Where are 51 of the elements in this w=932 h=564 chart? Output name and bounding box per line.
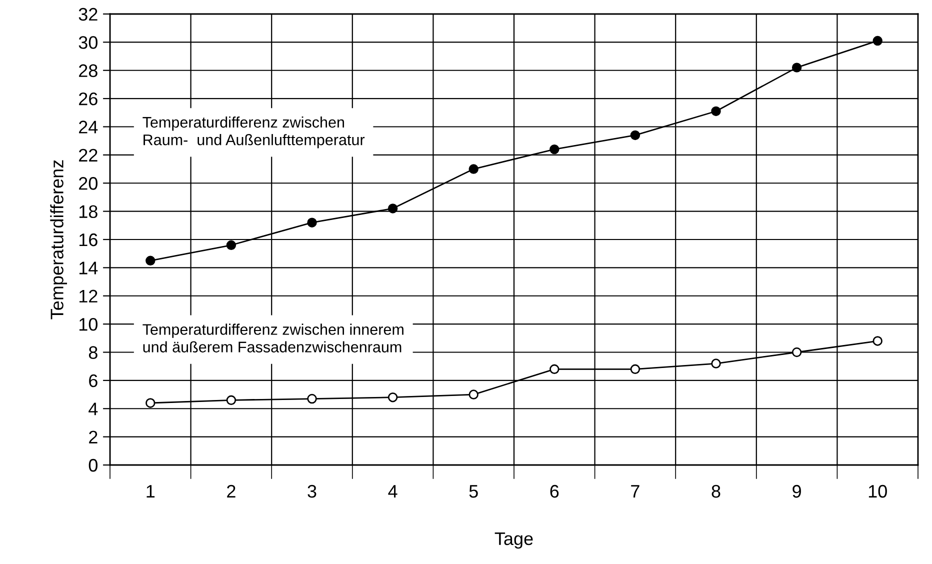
x-tick-label: 9 (792, 484, 801, 498)
x-tick-label: 7 (631, 485, 640, 498)
y-tick-label: 18 (79, 205, 98, 218)
y-tick-label: 16 (79, 233, 98, 246)
annotation: Temperaturdifferenz zwischen Raum- und Außenlufttemperatur (142, 116, 365, 148)
point (792, 62, 802, 72)
point (388, 204, 398, 214)
x-tick-label: 3 (308, 484, 316, 498)
y-tick-label: 30 (78, 36, 98, 49)
y-tick-label: 2 (89, 430, 98, 444)
y-tick-label: 0 (88, 458, 98, 472)
y-tick-label: 20 (79, 177, 98, 190)
point (630, 364, 640, 374)
point (711, 106, 721, 116)
y-tick-label: 6 (89, 374, 98, 388)
point (468, 390, 478, 400)
y-tick-label: 32 (78, 8, 98, 21)
point (468, 164, 478, 174)
y-axis-title: Temperaturdifferenz (50, 160, 67, 320)
y-tick-label: 4 (88, 402, 98, 416)
x-tick-label: 1 (146, 485, 155, 498)
point (550, 364, 560, 374)
point (630, 130, 640, 140)
x-tick-label: 2 (227, 484, 236, 498)
point (792, 347, 802, 358)
point (307, 218, 317, 228)
point (307, 394, 317, 404)
point (146, 256, 156, 266)
point (872, 36, 882, 46)
y-tick-label: 24 (79, 120, 98, 134)
y-tick-label: 22 (79, 148, 98, 162)
annotation: Temperaturdifferenz zwischen innerem und äußerem Fassadenzwischenraum (142, 324, 404, 352)
x-tick-label: 6 (550, 484, 559, 498)
y-tick-label: 12 (79, 290, 98, 302)
point (146, 398, 156, 408)
point (872, 336, 882, 346)
x-tick-label: 5 (469, 485, 478, 498)
point (226, 395, 236, 406)
x-tick-label: 4 (388, 485, 398, 498)
x-tick-label: 8 (712, 484, 720, 498)
y-tick-label: 26 (79, 92, 98, 106)
point (226, 240, 236, 250)
point (550, 144, 560, 154)
point (711, 358, 721, 368)
y-tick-label: 8 (88, 346, 98, 359)
point (388, 392, 398, 402)
x-tick-label: 10 (868, 484, 887, 498)
x-axis-title: Tage (494, 532, 533, 549)
y-tick-label: 28 (79, 64, 98, 78)
y-tick-label: 10 (79, 318, 98, 331)
y-tick-label: 14 (79, 262, 98, 274)
